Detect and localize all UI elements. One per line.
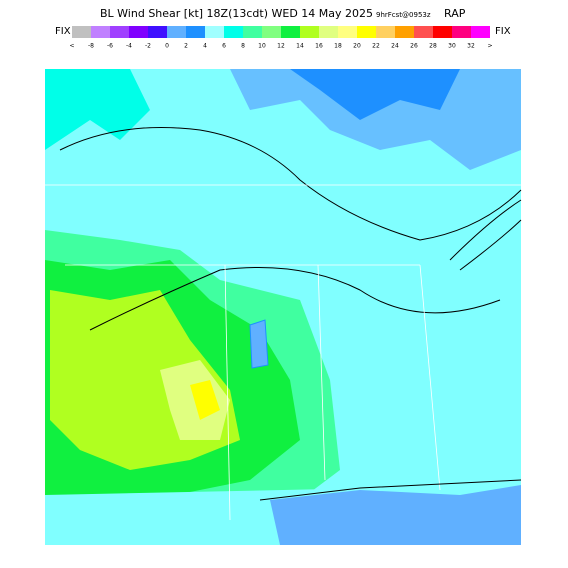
- legend-swatch: [262, 26, 281, 38]
- legend-label: -4: [126, 43, 132, 50]
- legend-swatch: [167, 26, 186, 38]
- legend-label: 14: [296, 43, 304, 50]
- legend-right: FIX: [495, 26, 511, 37]
- legend-swatch: [186, 26, 205, 38]
- legend-swatch: [376, 26, 395, 38]
- legend-label: 10: [258, 43, 266, 50]
- legend-label: 30: [448, 43, 456, 50]
- legend-label: 32: [467, 43, 475, 50]
- legend-swatch: [224, 26, 243, 38]
- legend-label: 8: [241, 43, 245, 50]
- legend-swatch: [148, 26, 167, 38]
- legend-label: -8: [88, 43, 94, 50]
- legend-swatch: [205, 26, 224, 38]
- legend-label: -2: [145, 43, 151, 50]
- legend-label: 20: [353, 43, 361, 50]
- legend-label: 28: [429, 43, 437, 50]
- legend-swatch: [452, 26, 471, 38]
- legend-swatch: [300, 26, 319, 38]
- legend-swatch: [281, 26, 300, 38]
- legend-swatch: [243, 26, 262, 38]
- legend-label: >: [487, 43, 492, 50]
- legend-swatch: [395, 26, 414, 38]
- legend-label: 24: [391, 43, 399, 50]
- model: RAP: [444, 7, 466, 20]
- legend-label: 16: [315, 43, 323, 50]
- forecast: 9hrFcst@0953z: [376, 11, 431, 19]
- legend-left: FIX: [55, 26, 71, 37]
- legend-swatch: [414, 26, 433, 38]
- legend-swatch: [110, 26, 129, 38]
- legend-swatch: [319, 26, 338, 38]
- legend-swatch: [471, 26, 490, 38]
- map: [45, 69, 522, 545]
- title: BL Wind Shear [kt] 18Z(13cdt) WED 14 May…: [100, 7, 373, 20]
- legend-label: <: [69, 43, 74, 50]
- legend-label: -6: [107, 43, 113, 50]
- legend-label: 12: [277, 43, 285, 50]
- legend-label: 2: [184, 43, 188, 50]
- legend-label: 6: [222, 43, 226, 50]
- legend-swatch: [433, 26, 452, 38]
- legend: < -8 -6 -4 -2 0 2 4 6 8 10 12 14 16 18 20 22 24 26 28 30 32 >: [69, 26, 493, 50]
- legend-swatch: [72, 26, 91, 38]
- legend-swatch: [357, 26, 376, 38]
- legend-label: 18: [334, 43, 342, 50]
- legend-swatch: [338, 26, 357, 38]
- legend-label: 22: [372, 43, 380, 50]
- legend-swatch: [91, 26, 110, 38]
- legend-label: 4: [203, 43, 207, 50]
- legend-label: 0: [165, 43, 169, 50]
- legend-swatch: [129, 26, 148, 38]
- legend-label: 26: [410, 43, 418, 50]
